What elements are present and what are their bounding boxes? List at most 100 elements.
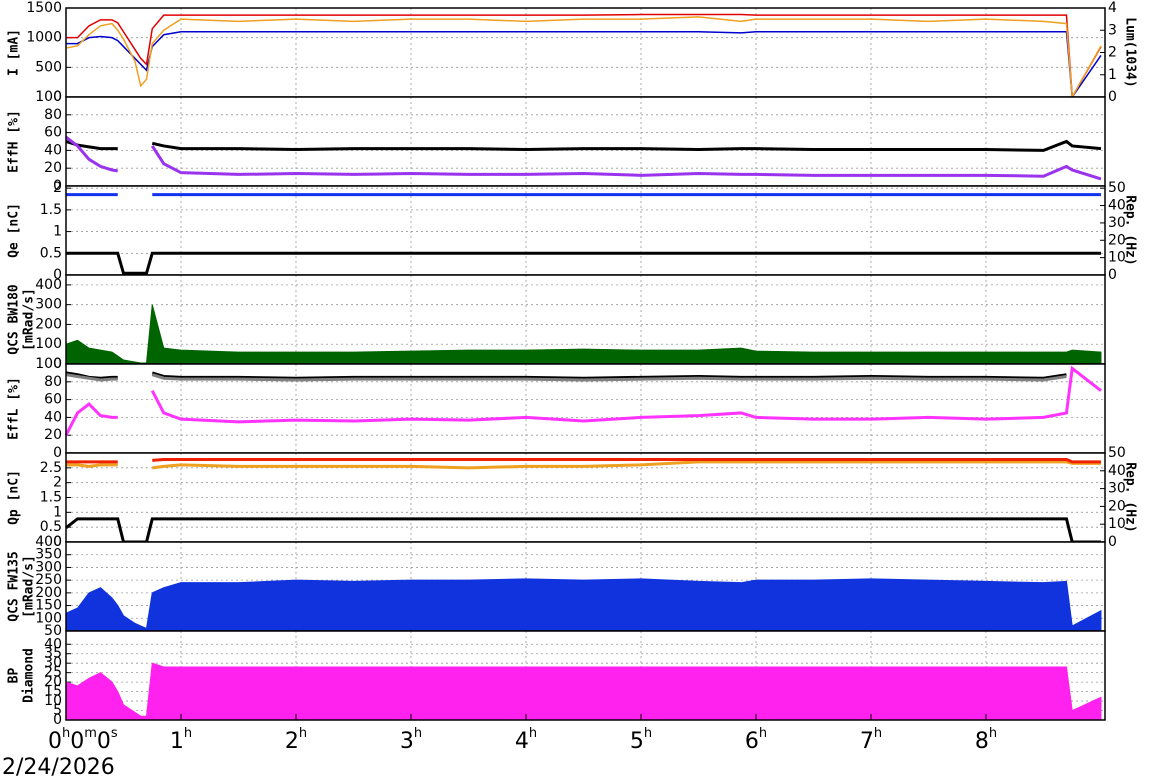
series-line (64, 402, 118, 436)
plot-area (65, 662, 1102, 721)
y-axis-label: Qp [nC] (7, 470, 22, 525)
y-tick-label: 20 (44, 160, 62, 176)
series-line (65, 373, 118, 382)
x-tick-label: 4h (515, 726, 537, 755)
y2-tick-label: 4 (1108, 0, 1117, 16)
y-axis-label: BP (7, 668, 22, 684)
y-tick-label: 1000 (26, 30, 62, 46)
series-line (66, 251, 1101, 275)
y2-tick-label: 50 (1108, 445, 1126, 461)
y2-tick-label: 10 (1108, 250, 1126, 266)
series-line (150, 145, 1102, 181)
series-line (66, 30, 1102, 100)
y-tick-label: 20 (44, 674, 62, 690)
y-tick-label: 200 (35, 316, 62, 332)
y-tick-label: 300 (35, 297, 62, 313)
y-tick-label: 1.5 (40, 202, 62, 218)
y-tick-label: 500 (35, 59, 62, 75)
y2-axis-label: Lum(1034) (1123, 17, 1138, 87)
y2-tick-label: 1 (1108, 67, 1117, 83)
y2-tick-label: 20 (1108, 498, 1126, 514)
plot-area (64, 365, 1102, 436)
x-tick-label: 1h (170, 726, 192, 755)
y-tick-label: 0 (53, 89, 62, 105)
y-tick-label: 2.5 (40, 460, 62, 476)
y-tick-label: 5 (53, 703, 62, 719)
y-tick-label: 100 (35, 89, 62, 105)
y2-tick-label: 30 (1108, 215, 1126, 231)
series-area (65, 662, 1102, 721)
y-tick-label: 30 (44, 655, 62, 671)
date-label: 2/24/2026 (2, 755, 115, 780)
series-line (65, 16, 1102, 100)
series-line (151, 139, 1102, 152)
y-tick-label: 50 (44, 623, 62, 639)
y-axis-label: QCS BW180 (7, 284, 22, 355)
y-tick-label: 300 (35, 559, 62, 575)
series-line (66, 463, 118, 468)
y-tick-label: 1500 (26, 0, 62, 16)
plot-area (66, 193, 1101, 275)
y-tick-label: 25 (44, 665, 62, 681)
plot-area (65, 458, 1101, 544)
y-tick-label: 40 (44, 409, 62, 425)
y2-tick-label: 20 (1108, 232, 1126, 248)
y2-tick-label: 0 (1108, 534, 1117, 550)
y-tick-label: 40 (44, 142, 62, 158)
plot-area (65, 304, 1102, 365)
y-tick-label: 60 (44, 125, 62, 141)
y-tick-label: 100 (35, 610, 62, 626)
y-tick-label: 250 (35, 572, 62, 588)
y-axis-label: Diamond (22, 648, 37, 703)
y-tick-label: 0 (53, 356, 62, 372)
y-tick-label: 0.5 (40, 519, 62, 535)
series-line (65, 517, 1101, 544)
y-tick-label: 2 (53, 180, 62, 196)
y-tick-label: 0 (53, 534, 62, 550)
x-tick-label: 5h (630, 726, 652, 755)
y2-tick-label: 40 (1108, 198, 1126, 214)
y-tick-label: 0 (53, 712, 62, 728)
y-tick-label: 400 (35, 277, 62, 293)
y-tick-label: 40 (44, 636, 62, 652)
y-tick-label: 2 (53, 475, 62, 491)
x-tick-label: 3h (400, 726, 422, 755)
y-tick-label: 400 (35, 534, 62, 550)
y2-tick-label: 50 (1108, 180, 1126, 196)
y-axis-label: EffH [%] (7, 110, 22, 173)
x-tick-label: 7h (860, 726, 882, 755)
y-tick-label: 1 (53, 504, 62, 520)
y-tick-label: 80 (44, 107, 62, 123)
y-tick-label: 1.5 (40, 490, 62, 506)
y-axis-label: Qe [nC] (7, 203, 22, 258)
panel-background (66, 97, 1105, 186)
y-tick-label: 35 (44, 646, 62, 662)
y-tick-label: 0 (53, 267, 62, 283)
x-tick-label: 6h (745, 726, 767, 755)
y-tick-label: 150 (35, 598, 62, 614)
x-tick-label: 2h (285, 726, 307, 755)
series-line (66, 13, 1102, 100)
y2-tick-label: 2 (1108, 45, 1117, 61)
y2-tick-label: 10 (1108, 516, 1126, 532)
x-tick-label: 8h (975, 726, 997, 755)
y2-tick-label: 0 (1108, 267, 1117, 283)
y-axis-label: [mRad/s] (22, 288, 37, 351)
series-line (151, 373, 1067, 382)
y-tick-label: 0.5 (40, 245, 62, 261)
series-line (65, 135, 118, 173)
plot-area (65, 135, 1102, 181)
y-tick-label: 10 (44, 693, 62, 709)
plot-area (65, 13, 1102, 100)
y-tick-label: 60 (44, 392, 62, 408)
y2-axis-label: Rep. (Hz) (1123, 462, 1138, 532)
panel-background (66, 8, 1105, 97)
series-line (152, 460, 1101, 470)
y-axis-label: EffL [%] (7, 377, 22, 440)
panel-background (66, 186, 1105, 275)
y-tick-label: 0 (53, 178, 62, 194)
series-area (65, 578, 1102, 632)
y2-tick-label: 0 (1108, 89, 1117, 105)
y-tick-label: 15 (44, 684, 62, 700)
